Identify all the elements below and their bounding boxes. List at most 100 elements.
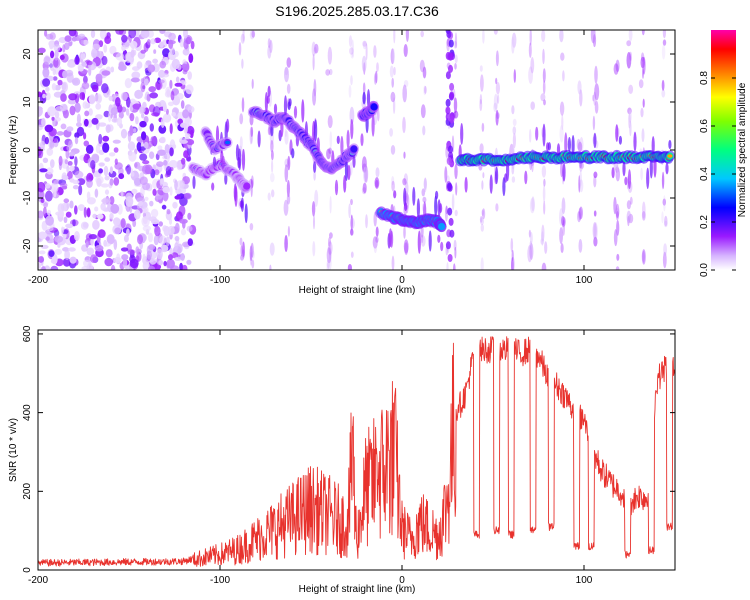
- heatmap-streak-blob: [350, 217, 355, 229]
- heatmap-noise-blob: [68, 247, 76, 252]
- heatmap-streak-blob: [616, 220, 620, 236]
- heatmap-noise-blob: [122, 257, 128, 269]
- heatmap-noise-blob: [132, 219, 137, 228]
- heatmap-ridge-tail: [437, 234, 441, 243]
- heatmap-streak-blob: [402, 178, 407, 186]
- heatmap-streak-blob: [579, 179, 584, 193]
- x-tick-label: 100: [576, 575, 593, 586]
- heatmap-noise-blob: [163, 159, 168, 166]
- heatmap-noise-blob: [64, 35, 72, 42]
- heatmap-noise-blob: [186, 259, 192, 265]
- colorbar-tick-label: 0.2: [699, 215, 710, 229]
- heatmap-streak-blob: [312, 241, 316, 257]
- snr-panel: -200 -100 0 100 0 200 400 600 Height of straig…: [8, 325, 676, 595]
- heatmap-ridge-tail: [267, 85, 271, 98]
- heatmap-streak-blob: [348, 203, 351, 219]
- heatmap-streak-blob: [269, 264, 272, 270]
- heatmap-noise-blob: [159, 136, 166, 144]
- heatmap-streak-blob: [495, 203, 499, 212]
- heatmap-streak-blob: [562, 219, 565, 236]
- heatmap-noise-blob: [165, 166, 172, 176]
- heatmap-noise-blob: [114, 227, 121, 235]
- heatmap-noise-blob: [105, 124, 111, 133]
- heatmap-streak-blob: [451, 193, 455, 211]
- heatmap-streak-blob: [541, 165, 547, 178]
- heatmap-streak-blob: [615, 59, 620, 72]
- heatmap-ridge-tail: [334, 179, 339, 196]
- heatmap-streak-blob: [493, 30, 498, 35]
- heatmap-noise-blob: [132, 128, 137, 133]
- heatmap-noise-blob: [179, 218, 188, 224]
- heatmap-noise-blob: [45, 33, 54, 40]
- heatmap-noise-blob: [44, 124, 54, 133]
- heatmap-noise-blob: [146, 250, 152, 260]
- heatmap-streak-blob: [642, 201, 646, 219]
- heatmap-noise-blob: [180, 253, 185, 261]
- heatmap-streak-blob: [267, 45, 272, 59]
- heatmap-noise-blob: [100, 183, 109, 188]
- heatmap-noise-blob: [121, 254, 129, 261]
- heatmap-noise-blob: [41, 117, 46, 127]
- heatmap-noise-blob: [68, 30, 77, 37]
- heatmap-streak-blob: [242, 30, 245, 42]
- heatmap-noise-blob: [167, 101, 174, 107]
- heatmap-streak-blob: [311, 201, 316, 217]
- heatmap-noise-blob: [104, 189, 110, 195]
- heatmap-streak-blob: [642, 250, 645, 263]
- heatmap-noise-blob: [162, 113, 172, 123]
- heatmap-noise-blob: [50, 265, 59, 270]
- heatmap-noise-blob: [174, 195, 181, 200]
- heatmap-streak-blob: [313, 79, 317, 97]
- heatmap-streak-blob: [615, 167, 620, 182]
- heatmap-streak-blob: [541, 30, 546, 42]
- heatmap-noise-blob: [72, 185, 79, 190]
- heatmap-noise-blob: [43, 206, 47, 217]
- heatmap-noise-blob: [98, 162, 105, 167]
- heatmap-streak-blob: [613, 63, 619, 75]
- heatmap-streak-blob: [240, 33, 245, 44]
- heatmap-noise-blob: [115, 52, 125, 61]
- heatmap-noise-blob: [149, 123, 154, 132]
- heatmap-column-blob: [449, 91, 455, 100]
- heatmap-ridge-tail: [360, 133, 364, 147]
- heatmap-noise-blob: [53, 44, 61, 52]
- heatmap-noise-blob: [110, 66, 115, 73]
- heatmap-noise-blob: [109, 196, 115, 205]
- heatmap-noise-blob: [174, 242, 179, 251]
- heatmap-noise-blob: [160, 244, 169, 253]
- heatmap-noise-blob: [95, 175, 104, 185]
- heatmap-noise-blob: [112, 139, 121, 144]
- heatmap-noise-blob: [47, 106, 57, 117]
- heatmap-streak-blob: [662, 198, 666, 206]
- heatmap-streak-blob: [271, 159, 274, 173]
- heatmap-ridge-tail: [234, 185, 238, 207]
- heatmap-streak-blob: [479, 94, 483, 105]
- heatmap-streak-blob: [579, 206, 583, 220]
- heatmap-column-blob: [448, 39, 454, 48]
- heatmap-noise-blob: [168, 254, 173, 261]
- heatmap-noise-blob: [66, 165, 70, 173]
- heatmap-noise-blob: [86, 207, 91, 218]
- heatmap-noise-blob: [185, 36, 192, 45]
- heatmap-streak-blob: [283, 199, 289, 216]
- heatmap-noise-blob: [52, 57, 61, 69]
- heatmap-noise-blob: [162, 103, 167, 113]
- heatmap-ridge-tail: [547, 142, 552, 151]
- heatmap-ridge-tail: [221, 155, 225, 169]
- heatmap-noise-blob: [148, 86, 156, 93]
- heatmap-streak-blob: [578, 207, 582, 221]
- heatmap-streak-blob: [513, 69, 516, 83]
- heatmap-streak-blob: [663, 220, 668, 228]
- heatmap-streak-blob: [628, 113, 631, 129]
- heatmap-noise-blob: [153, 235, 159, 246]
- heatmap-streak-blob: [642, 98, 645, 108]
- heatmap-noise-blob: [184, 133, 191, 138]
- heatmap-streak-blob: [455, 182, 458, 196]
- heatmap-noise-blob: [38, 47, 46, 54]
- heatmap-noise-blob: [102, 142, 110, 153]
- heatmap-column-blob: [445, 98, 451, 107]
- heatmap-streak-blob: [454, 209, 458, 217]
- heatmap-noise-blob: [80, 39, 84, 45]
- heatmap-streak-blob: [444, 206, 448, 222]
- heatmap-noise-blob: [136, 61, 143, 69]
